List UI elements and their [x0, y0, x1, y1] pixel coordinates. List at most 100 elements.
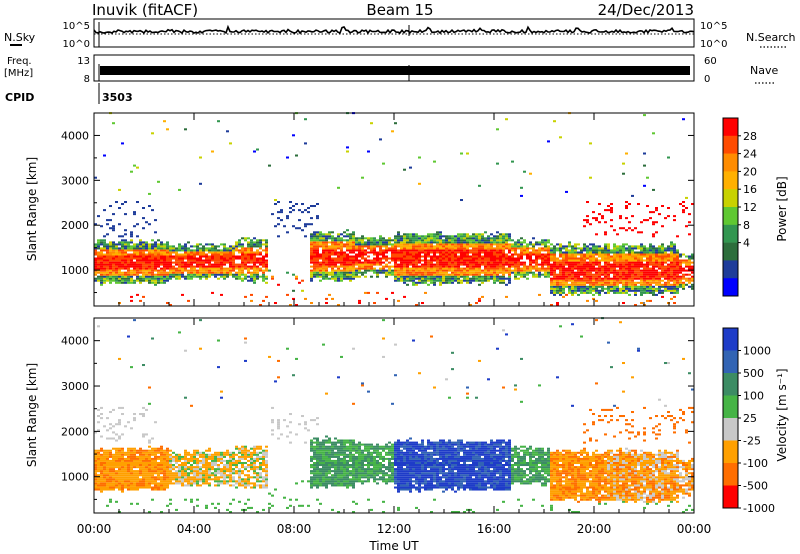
heatmap-cell [424, 265, 427, 268]
heatmap-cell [424, 271, 427, 274]
heatmap-cell [208, 472, 211, 475]
heatmap-cell [364, 265, 367, 268]
heatmap-cell [364, 257, 367, 260]
heatmap-cell [502, 271, 505, 274]
heatmap-cell [523, 251, 526, 254]
heatmap-cell [232, 245, 235, 248]
heatmap-cell [679, 259, 682, 262]
heatmap-cell [493, 275, 496, 278]
heatmap-cell [511, 263, 514, 266]
heatmap-cell [574, 273, 577, 276]
heatmap-cell [403, 267, 406, 270]
heatmap-cell [631, 277, 634, 280]
heatmap-cell [406, 241, 409, 244]
heatmap-cell [424, 249, 427, 252]
heatmap-cell [196, 253, 199, 256]
heatmap-cell [364, 271, 367, 274]
heatmap-cell [163, 261, 166, 264]
heatmap-cell [601, 283, 604, 286]
heatmap-cell [469, 281, 472, 284]
heatmap-cell [118, 476, 121, 479]
heatmap-cell [214, 255, 217, 258]
heatmap-cell [574, 255, 577, 258]
heatmap-cell [121, 486, 124, 489]
heatmap-cell [151, 457, 154, 460]
heatmap-cell [436, 255, 439, 258]
heatmap-cell [466, 235, 469, 238]
heatmap-cell [559, 253, 562, 256]
heatmap-cell [100, 447, 103, 450]
heatmap-cell [583, 287, 586, 290]
heatmap-cell [373, 257, 376, 260]
heatmap-cell [100, 253, 103, 256]
heatmap-cell [205, 462, 208, 465]
heatmap-cell [439, 263, 442, 266]
heatmap-cell [355, 243, 358, 246]
heatmap-cell [130, 261, 133, 264]
heatmap-cell [604, 283, 607, 286]
heatmap-cell [454, 241, 457, 244]
heatmap-cell [235, 255, 238, 258]
heatmap-cell [460, 259, 463, 262]
heatmap-cell [367, 241, 370, 244]
heatmap-cell [532, 259, 535, 262]
heatmap-cell [589, 291, 592, 294]
heatmap-cell [208, 476, 211, 479]
heatmap-cell [160, 470, 163, 473]
heatmap-cell [481, 279, 484, 282]
heatmap-cell [115, 478, 118, 481]
heatmap-cell [118, 478, 121, 481]
heatmap-cell [160, 480, 163, 483]
heatmap-cell [133, 164, 136, 167]
heatmap-cell [100, 241, 103, 244]
heatmap-cell [112, 227, 115, 230]
heatmap-cell [94, 488, 97, 491]
heatmap-cell [130, 259, 133, 262]
heatmap-cell [490, 261, 493, 264]
heatmap-cell [637, 267, 640, 270]
heatmap-cell [553, 285, 556, 288]
heatmap-cell [373, 243, 376, 246]
heatmap-cell [319, 235, 322, 238]
heatmap-cell [388, 241, 391, 244]
heatmap-cell [145, 277, 148, 280]
heatmap-cell [118, 243, 121, 246]
heatmap-cell [502, 269, 505, 272]
heatmap-cell [226, 271, 229, 274]
heatmap-cell [670, 285, 673, 288]
heatmap-cell [397, 251, 400, 254]
heatmap-cell [118, 223, 121, 226]
heatmap-cell [553, 283, 556, 286]
heatmap-cell [544, 257, 547, 260]
heatmap-cell [541, 259, 544, 262]
velocity-heatmap [94, 317, 694, 514]
heatmap-cell [148, 486, 151, 489]
heatmap-cell [163, 249, 166, 252]
heatmap-cell [568, 253, 571, 256]
heatmap-cell [499, 237, 502, 240]
heatmap-cell [94, 431, 97, 434]
heatmap-cell [184, 245, 187, 248]
heatmap-cell [214, 478, 217, 481]
heatmap-cell [511, 160, 514, 163]
heatmap-cell [193, 257, 196, 260]
heatmap-cell [529, 253, 532, 256]
heatmap-cell [661, 265, 664, 268]
heatmap-cell [535, 267, 538, 270]
heatmap-cell [577, 277, 580, 280]
heatmap-cell [574, 291, 577, 294]
heatmap-cell [418, 182, 421, 185]
heatmap-cell [187, 247, 190, 250]
heatmap-cell [568, 265, 571, 268]
heatmap-cell [565, 285, 568, 288]
heatmap-cell [133, 453, 136, 456]
heatmap-cell [574, 251, 577, 254]
heatmap-cell [310, 265, 313, 268]
heatmap-cell [367, 291, 370, 294]
heatmap-cell [640, 269, 643, 272]
heatmap-cell [562, 253, 565, 256]
heatmap-cell [223, 263, 226, 266]
heatmap-cell [613, 249, 616, 252]
heatmap-cell [247, 267, 250, 270]
heatmap-cell [583, 245, 586, 248]
